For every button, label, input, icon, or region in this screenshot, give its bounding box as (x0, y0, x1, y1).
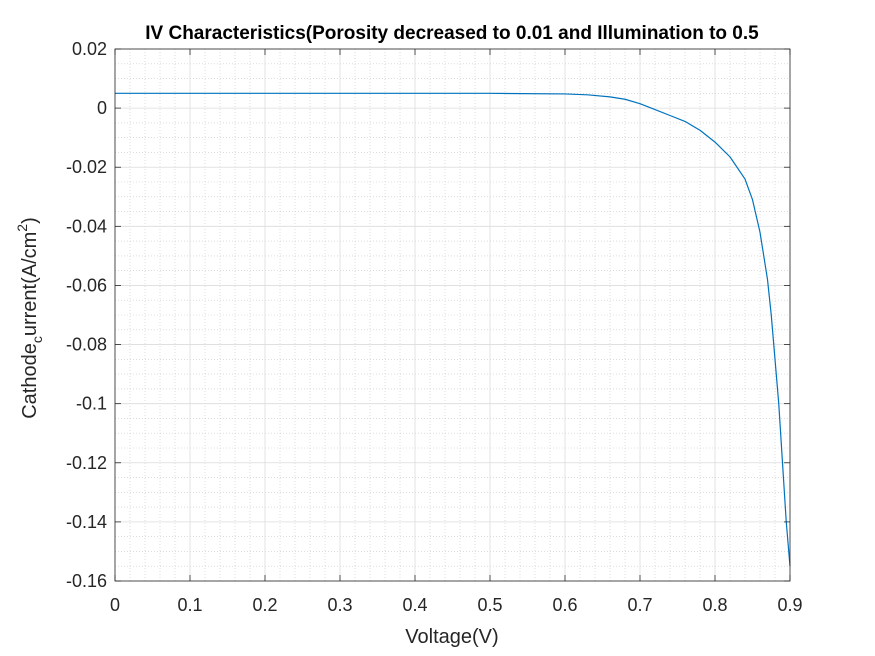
x-tick-label: 0.9 (777, 595, 802, 615)
x-axis-label: Voltage(V) (405, 626, 498, 648)
x-tick-label: 0.6 (552, 595, 577, 615)
y-tick-label: -0.08 (66, 335, 107, 355)
x-tick-label: 0.1 (177, 595, 202, 615)
y-axis-label-superscript: 2 (14, 224, 30, 232)
y-tick-label: -0.12 (66, 453, 107, 473)
y-tick-label: -0.1 (76, 394, 107, 414)
series-line (115, 92, 791, 567)
y-axis-label-middle: urrent(A/cm (19, 232, 41, 336)
x-tick-label: 0.3 (327, 595, 352, 615)
x-tick-label: 0 (110, 595, 120, 615)
series-layer (115, 92, 791, 567)
major-grid (114, 48, 791, 582)
y-tick-label: -0.02 (66, 157, 107, 177)
axes-box (114, 48, 791, 582)
plot-area (115, 49, 790, 581)
y-axis: 0.02 0 -0.02 -0.04 -0.06 -0.08 -0.1 -0.12 -0.14 -… (66, 39, 790, 591)
y-tick-label: 0.02 (72, 39, 107, 59)
y-axis-label-suffix: ) (19, 217, 41, 224)
y-tick-label: -0.14 (66, 512, 107, 532)
y-tick-label: -0.04 (66, 216, 107, 236)
y-axis-label: Cathodecurrent(A/cm2) (14, 217, 45, 419)
x-tick-label: 0.7 (627, 595, 652, 615)
y-tick-label: -0.16 (66, 571, 107, 591)
x-tick-label: 0.8 (702, 595, 727, 615)
y-axis-label-subscript: c (29, 336, 45, 343)
chart-title: IV Characteristics(Porosity decreased to… (145, 23, 759, 44)
y-tick-label: 0 (97, 98, 107, 118)
x-tick-label: 0.4 (402, 595, 427, 615)
x-tick-label: 0.2 (252, 595, 277, 615)
x-axis: 0 0.1 0.2 0.3 0.4 0.5 0.6 0.7 0.8 0.9 (110, 49, 803, 615)
y-tick-label: -0.06 (66, 275, 107, 295)
x-tick-label: 0.5 (477, 595, 502, 615)
y-axis-label-prefix: Cathode (19, 343, 41, 419)
